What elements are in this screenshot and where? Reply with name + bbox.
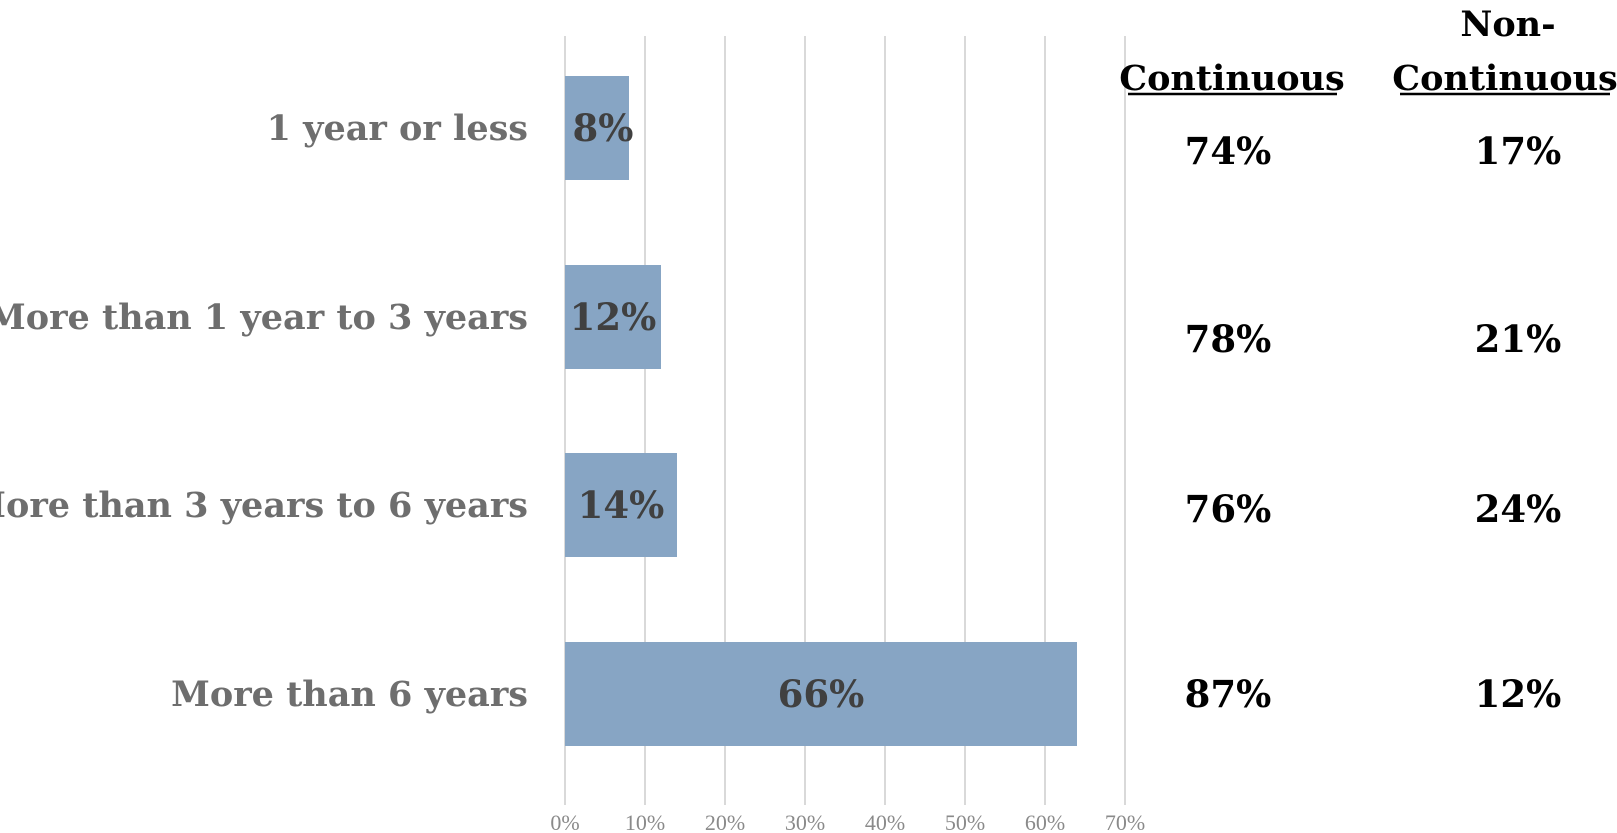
x-tick-label: 20% bbox=[705, 810, 745, 833]
x-axis: 0% 10% 20% 30% 40% 50% 60% 70% bbox=[550, 810, 1145, 833]
category-label: More than 3 years to 6 years bbox=[0, 485, 528, 526]
bar bbox=[565, 76, 629, 180]
side-table: Continuous Non- Continuous 74% 78% 76% 87% 1… bbox=[1119, 4, 1617, 716]
x-tick-label: 60% bbox=[1025, 810, 1065, 833]
bar-data-label: 14% bbox=[578, 483, 665, 527]
x-tick-label: 0% bbox=[550, 810, 579, 833]
bar bbox=[565, 453, 677, 557]
x-tick-label: 70% bbox=[1105, 810, 1145, 833]
continuous-value: 74% bbox=[1185, 129, 1272, 173]
category-label: More than 6 years bbox=[171, 674, 528, 715]
bar bbox=[565, 265, 661, 369]
continuous-header: Continuous bbox=[1119, 58, 1345, 99]
bar-data-label: 66% bbox=[778, 672, 865, 716]
bar-data-label: 8% bbox=[573, 106, 634, 150]
continuous-value: 78% bbox=[1185, 317, 1272, 361]
category-label: More than 1 year to 3 years bbox=[0, 297, 528, 338]
non-continuous-value: 12% bbox=[1475, 672, 1562, 716]
category-labels: 1 year or less More than 1 year to 3 year… bbox=[0, 108, 528, 715]
bars: 8% 12% 14% 66% bbox=[565, 76, 1077, 746]
gridlines bbox=[564, 36, 1126, 805]
continuous-value: 76% bbox=[1185, 487, 1272, 531]
non-continuous-header-line1: Non- bbox=[1460, 4, 1555, 45]
non-continuous-header-line2: Continuous bbox=[1392, 58, 1617, 99]
non-continuous-value: 17% bbox=[1475, 129, 1562, 173]
non-continuous-value: 21% bbox=[1475, 317, 1562, 361]
x-tick-label: 50% bbox=[945, 810, 985, 833]
continuous-value: 87% bbox=[1185, 672, 1272, 716]
category-label: 1 year or less bbox=[267, 108, 528, 149]
x-tick-label: 10% bbox=[625, 810, 665, 833]
bar-data-label: 12% bbox=[570, 295, 657, 339]
non-continuous-value: 24% bbox=[1475, 487, 1562, 531]
bar bbox=[565, 642, 1077, 746]
x-tick-label: 40% bbox=[865, 810, 905, 833]
x-tick-label: 30% bbox=[785, 810, 825, 833]
